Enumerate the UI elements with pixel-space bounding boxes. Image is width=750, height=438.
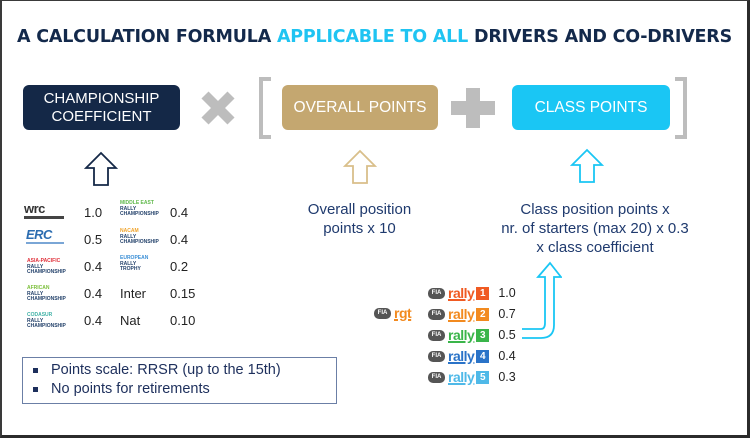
champ-line2: COEFFICIENT: [51, 107, 152, 125]
arrow-up-cyan-icon: [570, 148, 604, 183]
note-item: No points for retirements: [31, 380, 336, 399]
slide-title: A CALCULATION FORMULA APPLICABLE TO ALL …: [17, 27, 732, 47]
wrc-logo: wrc: [24, 202, 68, 223]
rally2-coefficient: 0.7: [498, 307, 516, 321]
multiply-icon: [201, 91, 235, 125]
champ-line1: CHAMPIONSHIP: [43, 89, 160, 107]
african-logo: AFRICAN RALLY CHAMPIONSHIP: [27, 285, 66, 302]
overall-desc-line1: Overall position: [307, 201, 412, 218]
rally4-row: FIA rally 4 0.4: [428, 347, 516, 365]
rally-label: rally: [448, 327, 475, 343]
rally-number: 4: [476, 349, 490, 363]
plus-icon: [451, 88, 495, 128]
rgt-text: rgt: [394, 305, 412, 321]
note-points-scale: Points scale: RRSR (up to the 15th): [51, 362, 281, 378]
right-bracket: [675, 77, 687, 139]
note-item: Points scale: RRSR (up to the 15th): [31, 361, 336, 380]
class-desc-line3: x class coefficient: [536, 239, 654, 256]
class-desc-line1: Class position points x: [520, 201, 670, 218]
erc-coefficient: 0.5: [84, 232, 103, 247]
rally-label: rally: [448, 306, 475, 322]
class-description: Class position points x nr. of starters …: [470, 200, 720, 257]
bullet-icon: [33, 387, 38, 392]
rally-number: 3: [476, 328, 490, 342]
rally4-coefficient: 0.4: [498, 349, 516, 363]
rally-number: 2: [476, 307, 490, 321]
bullet-icon: [33, 368, 38, 373]
overall-description: Overall position points x 10: [282, 200, 437, 238]
fia-badge: FIA: [428, 287, 445, 299]
nacam-logo: NACAM RALLY CHAMPIONSHIP: [120, 228, 159, 245]
rally-number: 1: [476, 286, 490, 300]
rally3-coefficient: 0.5: [498, 328, 516, 342]
nat-coefficient: 0.10: [170, 313, 196, 328]
overall-points-box: OVERALL POINTS: [282, 85, 438, 130]
european-trophy-coefficient: 0.2: [170, 259, 189, 274]
rally5-row: FIA rally 5 0.3: [428, 368, 516, 386]
class-desc-line2: nr. of starters (max 20) x 0.3: [501, 220, 689, 237]
middle-east-coefficient: 0.4: [170, 205, 189, 220]
class-points-label: CLASS POINTS: [534, 99, 648, 116]
inter-coefficient: 0.15: [170, 286, 196, 301]
fia-badge: FIA: [428, 371, 445, 383]
note-retirements: No points for retirements: [51, 381, 210, 397]
rally5-coefficient: 0.3: [498, 370, 516, 384]
codasur-coefficient: 0.4: [84, 313, 103, 328]
left-bracket: [259, 77, 271, 139]
notes-box: Points scale: RRSR (up to the 15th) No p…: [22, 357, 337, 404]
rally-label: rally: [448, 369, 475, 385]
erc-logo: ERC: [26, 228, 70, 249]
fia-badge: FIA: [428, 350, 445, 362]
apac-logo: ASIA-PACIFIC RALLY CHAMPIONSHIP: [27, 258, 66, 275]
rgt-logo: FIA rgt: [374, 304, 413, 322]
title-part1: A CALCULATION FORMULA: [17, 27, 277, 47]
nacam-coefficient: 0.4: [170, 232, 189, 247]
nat-label: Nat: [120, 313, 141, 328]
codasur-logo: CODASUR RALLY CHAMPIONSHIP: [27, 312, 66, 329]
arrow-up-navy-icon: [84, 151, 118, 186]
fia-badge: FIA: [428, 329, 445, 341]
overall-points-label: OVERALL POINTS: [293, 99, 427, 116]
fia-badge: FIA: [428, 308, 445, 320]
l-arrow-cyan-icon: [522, 261, 562, 339]
rally1-coefficient: 1.0: [498, 286, 516, 300]
african-coefficient: 0.4: [84, 286, 103, 301]
fia-badge: FIA: [374, 307, 391, 319]
championship-coefficient-box: CHAMPIONSHIP COEFFICIENT: [23, 85, 180, 130]
apac-coefficient: 0.4: [84, 259, 103, 274]
arrow-up-gold-icon: [343, 149, 377, 184]
middle-east-logo: MIDDLE EAST RALLY CHAMPIONSHIP: [120, 200, 159, 217]
title-part2: DRIVERS AND CO-DRIVERS: [468, 27, 732, 47]
rally-label: rally: [448, 285, 475, 301]
inter-label: Inter: [120, 286, 147, 301]
rally-number: 5: [476, 370, 490, 384]
wrc-coefficient: 1.0: [84, 205, 103, 220]
rally2-row: FIA rally 2 0.7: [428, 305, 516, 323]
rally3-row: FIA rally 3 0.5: [428, 326, 516, 344]
title-highlight: APPLICABLE TO ALL: [276, 27, 469, 47]
rally1-row: FIA rally 1 1.0: [428, 284, 516, 302]
rally-label: rally: [448, 348, 475, 364]
class-points-box: CLASS POINTS: [512, 85, 670, 130]
european-trophy-logo: EUROPEAN RALLY TROPHY: [120, 255, 149, 272]
overall-desc-line2: points x 10: [323, 220, 396, 237]
